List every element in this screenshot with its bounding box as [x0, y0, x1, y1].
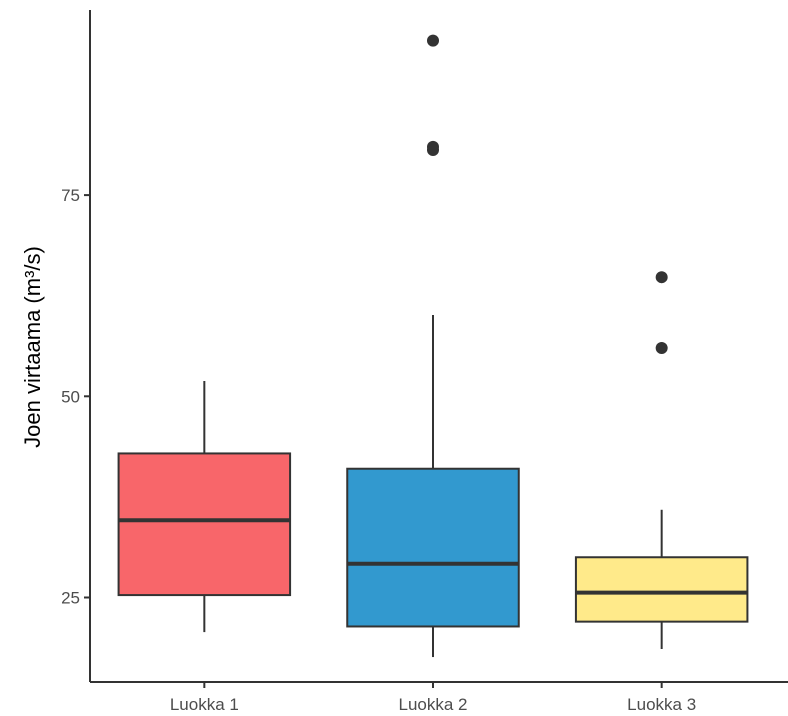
x-tick-label: Luokka 2	[399, 695, 468, 714]
outlier-point	[655, 271, 668, 284]
iqr-box	[574, 556, 749, 623]
iqr-box	[117, 452, 292, 597]
box-group-1	[117, 381, 292, 633]
y-tick-label: 75	[61, 186, 80, 205]
axes-layer: 25 50 75 Luokka 1 Luokka 2 Luokka 3	[61, 10, 788, 714]
x-tick-label: Luokka 1	[170, 695, 239, 714]
iqr-box	[346, 467, 520, 628]
outlier-point	[427, 144, 439, 157]
x-tick-label: Luokka 3	[627, 695, 696, 714]
boxes-layer	[117, 34, 749, 658]
outlier-point	[427, 34, 439, 47]
y-axis-title: Joen virtaama (m³/s)	[20, 246, 45, 448]
y-tick-label: 25	[61, 588, 80, 607]
box-group-3	[574, 271, 749, 650]
outlier-point	[655, 342, 668, 355]
y-tick-label: 50	[61, 387, 80, 406]
box-group-2	[346, 34, 520, 658]
